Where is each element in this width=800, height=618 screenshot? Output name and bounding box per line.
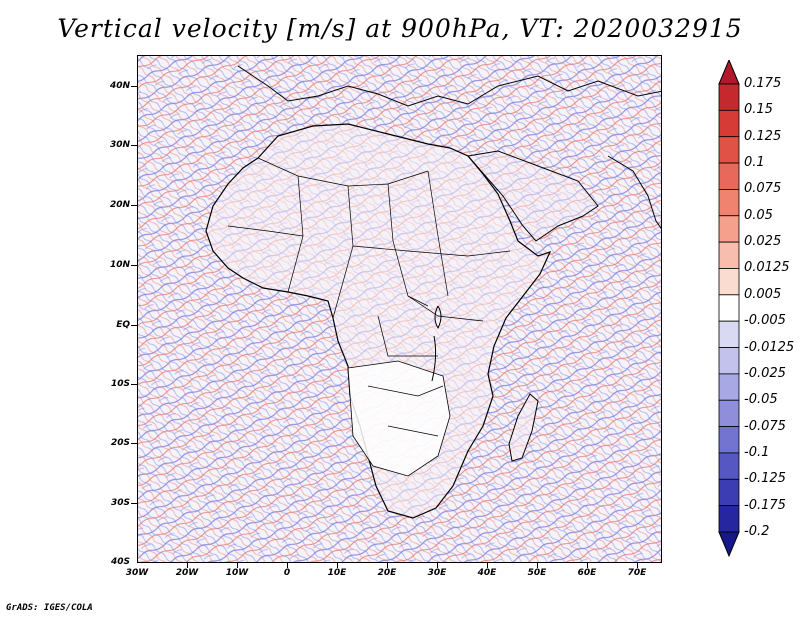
- lat-label-40s: 40S: [110, 557, 130, 567]
- lat-label-20n: 20N: [109, 200, 130, 210]
- lon-label-10w: 10W: [225, 568, 249, 578]
- lat-tick: [131, 443, 137, 444]
- colorbar-swatch: [718, 136, 740, 164]
- colorbar-swatch: [718, 268, 740, 296]
- lon-label-70e: 70E: [627, 568, 647, 578]
- colorbar-swatch: [718, 215, 740, 243]
- map-canvas: [138, 56, 661, 562]
- colorbar-swatch: [718, 83, 740, 111]
- lon-label-60e: 60E: [577, 568, 597, 578]
- colorbar-swatch: [718, 241, 740, 269]
- india-coastline: [607, 155, 661, 230]
- madagascar: [508, 393, 539, 462]
- lat-label-eq: EQ: [116, 320, 130, 330]
- lon-label-40e: 40E: [477, 568, 497, 578]
- lat-tick: [131, 86, 137, 87]
- colorbar-tick-label: 0.05: [744, 207, 773, 223]
- lat-label-20s: 20S: [110, 438, 130, 448]
- lon-label-20w: 20W: [175, 568, 199, 578]
- lon-label-50e: 50E: [527, 568, 547, 578]
- colorbar-swatch: [718, 294, 740, 322]
- lon-label-10e: 10E: [327, 568, 347, 578]
- lon-label-30w: 30W: [125, 568, 149, 578]
- lat-tick: [131, 265, 137, 266]
- colorbar-swatch: [718, 426, 740, 454]
- colorbar-tick-label: -0.025: [744, 365, 786, 381]
- colorbar-tick-label: 0.1: [744, 155, 765, 171]
- lat-label-40n: 40N: [109, 81, 130, 91]
- colorbar-tick-label: 0.15: [744, 102, 773, 118]
- colorbar-tick-label: -0.05: [744, 392, 778, 408]
- lat-label-10n: 10N: [109, 260, 130, 270]
- colorbar-tick-label: -0.1: [744, 444, 770, 460]
- colorbar-tick-label: 0.005: [744, 286, 782, 302]
- colorbar-swatch: [718, 478, 740, 507]
- lat-tick: [131, 503, 137, 504]
- lat-label-30n: 30N: [109, 140, 130, 150]
- lat-label-10s: 10S: [110, 379, 130, 389]
- lat-tick: [131, 205, 137, 206]
- lon-label-30e: 30E: [427, 568, 447, 578]
- colorbar-tick-label: -0.005: [744, 313, 786, 329]
- colorbar-tick-label: 0.025: [744, 234, 782, 250]
- country-borders: [227, 157, 511, 437]
- colorbar: [718, 60, 740, 558]
- colorbar-top-arrow: [718, 60, 740, 85]
- lon-tick: [487, 563, 488, 568]
- colorbar-tick-label: 0.175: [744, 76, 782, 91]
- lon-label-20e: 20E: [377, 568, 397, 578]
- colorbar-bottom-arrow: [718, 531, 740, 558]
- lat-tick: [131, 384, 137, 385]
- colorbar-tick-label: -0.075: [744, 418, 786, 434]
- lon-label-0: 0: [283, 568, 291, 578]
- colorbar-swatch: [718, 505, 740, 533]
- map-title: Vertical velocity [m/s] at 900hPa, VT: 2…: [57, 14, 743, 43]
- lat-label-30s: 30S: [110, 498, 130, 508]
- lon-tick: [237, 563, 238, 568]
- lakes: [431, 305, 442, 382]
- lon-tick: [537, 563, 538, 568]
- colorbar-tick-label: 0.125: [744, 128, 782, 144]
- colorbar-swatch: [718, 399, 740, 427]
- colorbar-tick-label: -0.175: [744, 497, 786, 513]
- colorbar-tick-label: 0.0125: [744, 260, 790, 276]
- map-panel: [137, 55, 662, 563]
- lat-tick: [131, 325, 137, 326]
- colorbar-tick-label: -0.0125: [744, 339, 795, 355]
- lon-tick: [437, 563, 438, 568]
- colorbar-swatch: [718, 320, 740, 348]
- europe-coastline: [237, 65, 661, 107]
- colorbar-swatch: [718, 162, 740, 190]
- colorbar-swatch: [718, 347, 740, 375]
- colorbar-tick-label: -0.125: [744, 471, 786, 487]
- colorbar-swatch: [718, 109, 740, 138]
- colorbar-tick-label: -0.2: [744, 524, 770, 539]
- lon-tick: [637, 563, 638, 568]
- colorbar-swatch: [718, 452, 740, 480]
- lat-tick: [131, 145, 137, 146]
- colorbar-swatch: [718, 189, 740, 217]
- lon-tick: [287, 563, 288, 568]
- lon-tick: [587, 563, 588, 568]
- arabian-peninsula: [467, 150, 599, 242]
- lon-tick: [187, 563, 188, 568]
- lon-tick: [337, 563, 338, 568]
- colorbar-swatch: [718, 373, 740, 401]
- southern-africa-region: [347, 360, 451, 477]
- colorbar-tick-label: 0.075: [744, 181, 782, 197]
- credit-text: GrADS: IGES/COLA: [6, 603, 93, 613]
- lon-tick: [387, 563, 388, 568]
